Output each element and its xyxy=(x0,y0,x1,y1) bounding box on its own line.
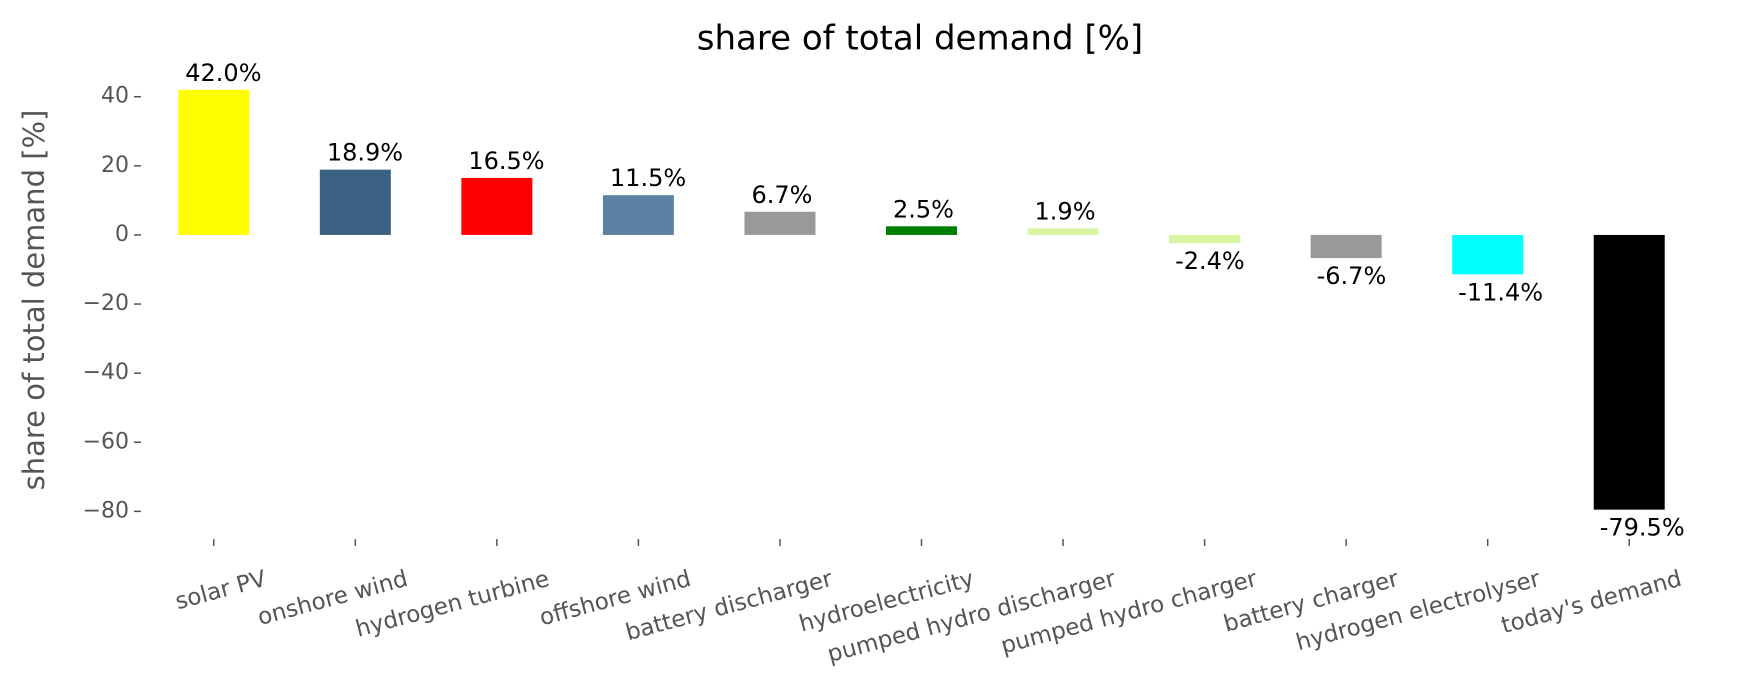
value-label: 6.7% xyxy=(751,181,812,209)
bar xyxy=(178,89,250,235)
value-label: 16.5% xyxy=(468,147,544,175)
y-tick-label: 20 xyxy=(101,153,129,178)
bar xyxy=(461,177,533,235)
bar xyxy=(744,211,816,235)
value-label: -2.4% xyxy=(1175,247,1245,275)
value-label: -11.4% xyxy=(1458,278,1543,306)
value-label: -79.5% xyxy=(1600,514,1685,542)
y-axis-label: share of total demand [%] xyxy=(17,110,51,491)
bar xyxy=(319,169,391,235)
bar xyxy=(1452,234,1524,275)
value-label: -6.7% xyxy=(1317,262,1387,290)
value-label: 18.9% xyxy=(327,139,403,167)
bar xyxy=(602,195,674,235)
bar xyxy=(1169,234,1241,244)
bar xyxy=(886,226,957,235)
y-tick-label: 0 xyxy=(115,222,129,247)
chart-title: share of total demand [%] xyxy=(697,19,1143,59)
bar xyxy=(1593,234,1665,510)
value-label: 1.9% xyxy=(1035,197,1096,225)
y-tick-label: −40 xyxy=(83,360,129,385)
y-tick-label: −80 xyxy=(83,498,129,523)
value-label: 42.0% xyxy=(185,59,261,87)
bar xyxy=(1027,228,1099,235)
y-tick-label: −60 xyxy=(83,429,129,454)
bar xyxy=(1310,234,1382,259)
value-label: 11.5% xyxy=(610,164,686,192)
value-label: 2.5% xyxy=(893,195,954,223)
y-tick-label: −20 xyxy=(83,291,129,316)
y-tick-label: 40 xyxy=(101,84,129,109)
